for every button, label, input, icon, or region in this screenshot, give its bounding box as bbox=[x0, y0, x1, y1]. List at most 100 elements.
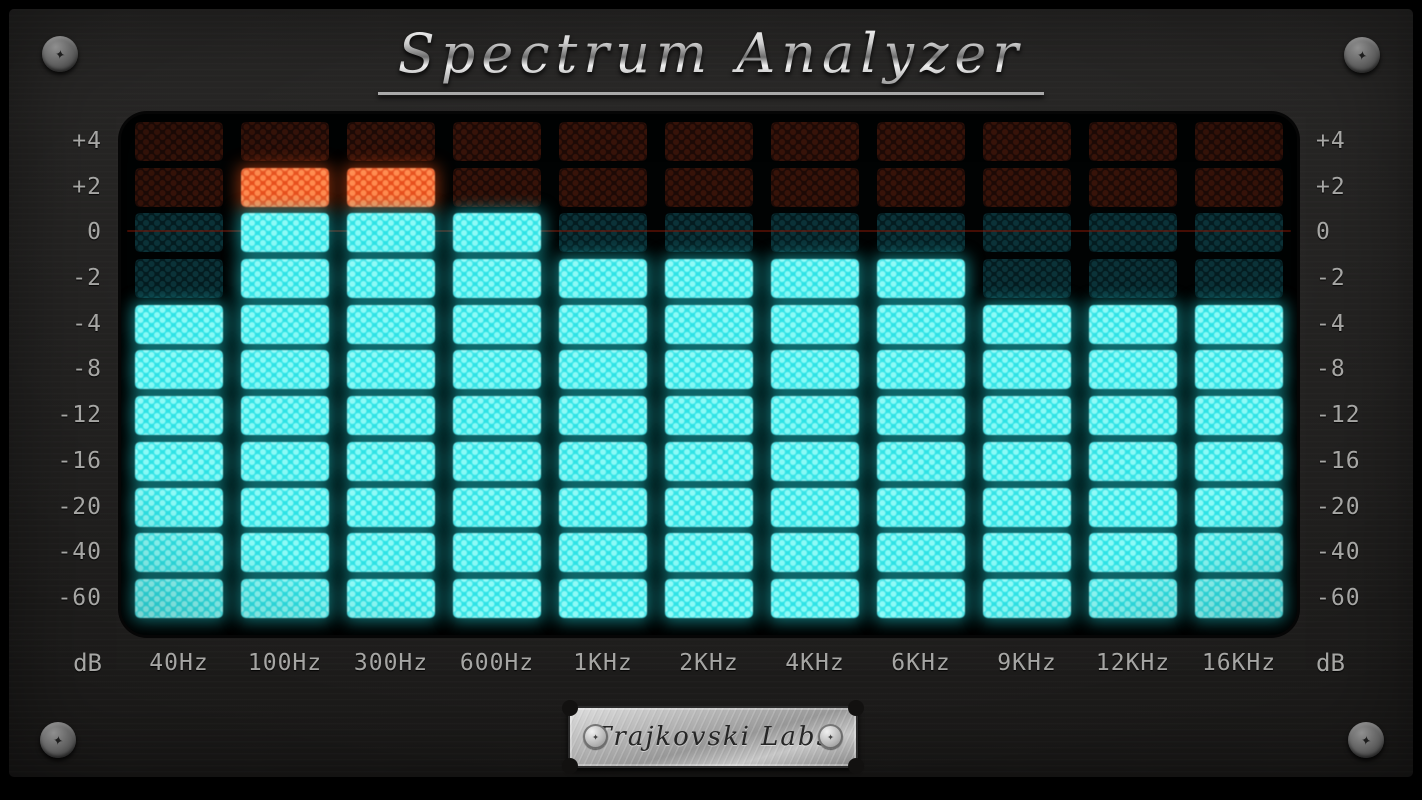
led-cell-100Hz-+2dB bbox=[241, 167, 329, 207]
led-cell-100Hz--2dB bbox=[241, 259, 329, 299]
led-cell-300Hz--20dB bbox=[347, 487, 435, 527]
led-cell-4KHz--16dB bbox=[771, 441, 859, 481]
led-cell-12KHz--8dB bbox=[1089, 350, 1177, 390]
led-cell-300Hz--4dB bbox=[347, 304, 435, 344]
plate-notch bbox=[562, 700, 578, 716]
led-cell-300Hz--16dB bbox=[347, 441, 435, 481]
led-cell-100Hz-+4dB bbox=[241, 122, 329, 161]
led-cell-6KHz--60dB bbox=[877, 578, 965, 618]
led-cell-16KHz--16dB bbox=[1195, 441, 1283, 481]
led-cell-40Hz--4dB bbox=[135, 304, 223, 344]
screw-cross-icon: ✦ bbox=[1359, 728, 1373, 751]
band-label: 6KHz bbox=[891, 650, 951, 676]
led-cell-16KHz--8dB bbox=[1195, 350, 1283, 390]
led-cell-12KHz--20dB bbox=[1089, 487, 1177, 527]
led-cell-6KHz-0dB bbox=[877, 213, 965, 253]
corner-screw-icon: ✦ bbox=[1344, 37, 1380, 73]
led-cell-4KHz--40dB bbox=[771, 533, 859, 573]
db-scale-label: -16 bbox=[57, 447, 102, 474]
led-cell-16KHz--20dB bbox=[1195, 487, 1283, 527]
db-scale-label: -20 bbox=[1316, 493, 1361, 520]
led-cell-600Hz--20dB bbox=[453, 487, 541, 527]
led-cell-600Hz--12dB bbox=[453, 396, 541, 436]
db-scale-label: -16 bbox=[1316, 447, 1361, 474]
screw-cross-icon: ✦ bbox=[827, 730, 834, 743]
band-label: 100Hz bbox=[247, 650, 323, 676]
led-cell-9KHz--8dB bbox=[983, 350, 1071, 390]
led-cell-6KHz--20dB bbox=[877, 487, 965, 527]
led-cell-9KHz-+4dB bbox=[983, 122, 1071, 161]
led-cell-40Hz--12dB bbox=[135, 396, 223, 436]
led-cell-40Hz--20dB bbox=[135, 487, 223, 527]
led-cell-4KHz-0dB bbox=[771, 213, 859, 253]
brand-plate: ✦ Trajkovski Labs ✦ bbox=[562, 700, 864, 774]
db-scale-label: -40 bbox=[1316, 539, 1361, 566]
led-cell-4KHz--2dB bbox=[771, 259, 859, 299]
led-cell-12KHz-+2dB bbox=[1089, 167, 1177, 207]
led-cell-12KHz--60dB bbox=[1089, 578, 1177, 618]
led-cell-2KHz--2dB bbox=[665, 259, 753, 299]
plate-screw-icon: ✦ bbox=[583, 724, 608, 749]
db-scale-right: +4 +2 0 -2 -4 -8 -12 -16 -20 -40 -60 bbox=[1314, 122, 1386, 618]
led-cell-9KHz--2dB bbox=[983, 259, 1071, 299]
db-scale-label: -2 bbox=[72, 265, 102, 292]
db-scale-label: -8 bbox=[1316, 356, 1346, 383]
band-label: 600Hz bbox=[459, 650, 535, 676]
band-label: 12KHz bbox=[1095, 650, 1171, 676]
led-cell-300Hz--12dB bbox=[347, 396, 435, 436]
db-scale-label: -12 bbox=[57, 402, 102, 429]
db-scale-label: -8 bbox=[72, 356, 102, 383]
led-cell-100Hz--4dB bbox=[241, 304, 329, 344]
led-cell-300Hz-0dB bbox=[347, 213, 435, 253]
led-cell-40Hz-0dB bbox=[135, 213, 223, 253]
plate-notch bbox=[848, 700, 864, 716]
led-cell-6KHz--2dB bbox=[877, 259, 965, 299]
led-cell-100Hz--40dB bbox=[241, 533, 329, 573]
analyzer-display bbox=[121, 114, 1297, 635]
led-cell-2KHz--4dB bbox=[665, 304, 753, 344]
band-label: 16KHz bbox=[1201, 650, 1277, 676]
led-cell-4KHz--60dB bbox=[771, 578, 859, 618]
db-unit-label-right: dB bbox=[1316, 649, 1345, 677]
db-scale-label: 0 bbox=[1316, 219, 1331, 246]
led-cell-9KHz-0dB bbox=[983, 213, 1071, 253]
db-scale-label: -4 bbox=[72, 310, 102, 337]
db-scale-label: +2 bbox=[1316, 173, 1346, 200]
db-scale-label: +4 bbox=[1316, 128, 1346, 154]
led-cell-100Hz--8dB bbox=[241, 350, 329, 390]
corner-screw-icon: ✦ bbox=[40, 722, 76, 758]
led-cell-16KHz-0dB bbox=[1195, 213, 1283, 253]
led-cell-1KHz--60dB bbox=[559, 578, 647, 618]
db-scale-label: -12 bbox=[1316, 402, 1361, 429]
led-cell-2KHz--12dB bbox=[665, 396, 753, 436]
led-cell-6KHz-+2dB bbox=[877, 167, 965, 207]
db-scale-label: -2 bbox=[1316, 265, 1346, 292]
led-cell-6KHz--12dB bbox=[877, 396, 965, 436]
led-cell-9KHz--12dB bbox=[983, 396, 1071, 436]
led-cell-6KHz--16dB bbox=[877, 441, 965, 481]
db-scale-label: 0 bbox=[87, 219, 102, 246]
led-cell-40Hz--16dB bbox=[135, 441, 223, 481]
led-cell-12KHz--2dB bbox=[1089, 259, 1177, 299]
led-cell-9KHz--16dB bbox=[983, 441, 1071, 481]
led-cell-1KHz-+2dB bbox=[559, 167, 647, 207]
brand-plate-text: Trajkovski Labs bbox=[594, 722, 832, 752]
db-unit-label-left: dB bbox=[73, 649, 102, 677]
led-cell-4KHz--8dB bbox=[771, 350, 859, 390]
led-cell-600Hz--40dB bbox=[453, 533, 541, 573]
led-cell-9KHz--4dB bbox=[983, 304, 1071, 344]
led-cell-2KHz-+4dB bbox=[665, 122, 753, 161]
led-cell-1KHz--40dB bbox=[559, 533, 647, 573]
led-cell-300Hz-+4dB bbox=[347, 122, 435, 161]
band-label: 4KHz bbox=[785, 650, 845, 676]
led-cell-40Hz--40dB bbox=[135, 533, 223, 573]
led-cell-4KHz-+4dB bbox=[771, 122, 859, 161]
led-cell-2KHz--16dB bbox=[665, 441, 753, 481]
led-cell-2KHz--20dB bbox=[665, 487, 753, 527]
led-cell-16KHz--12dB bbox=[1195, 396, 1283, 436]
corner-screw-icon: ✦ bbox=[1348, 722, 1384, 758]
db-scale-label: -20 bbox=[57, 493, 102, 520]
led-cell-2KHz-+2dB bbox=[665, 167, 753, 207]
led-cell-1KHz--4dB bbox=[559, 304, 647, 344]
band-label: 300Hz bbox=[353, 650, 429, 676]
